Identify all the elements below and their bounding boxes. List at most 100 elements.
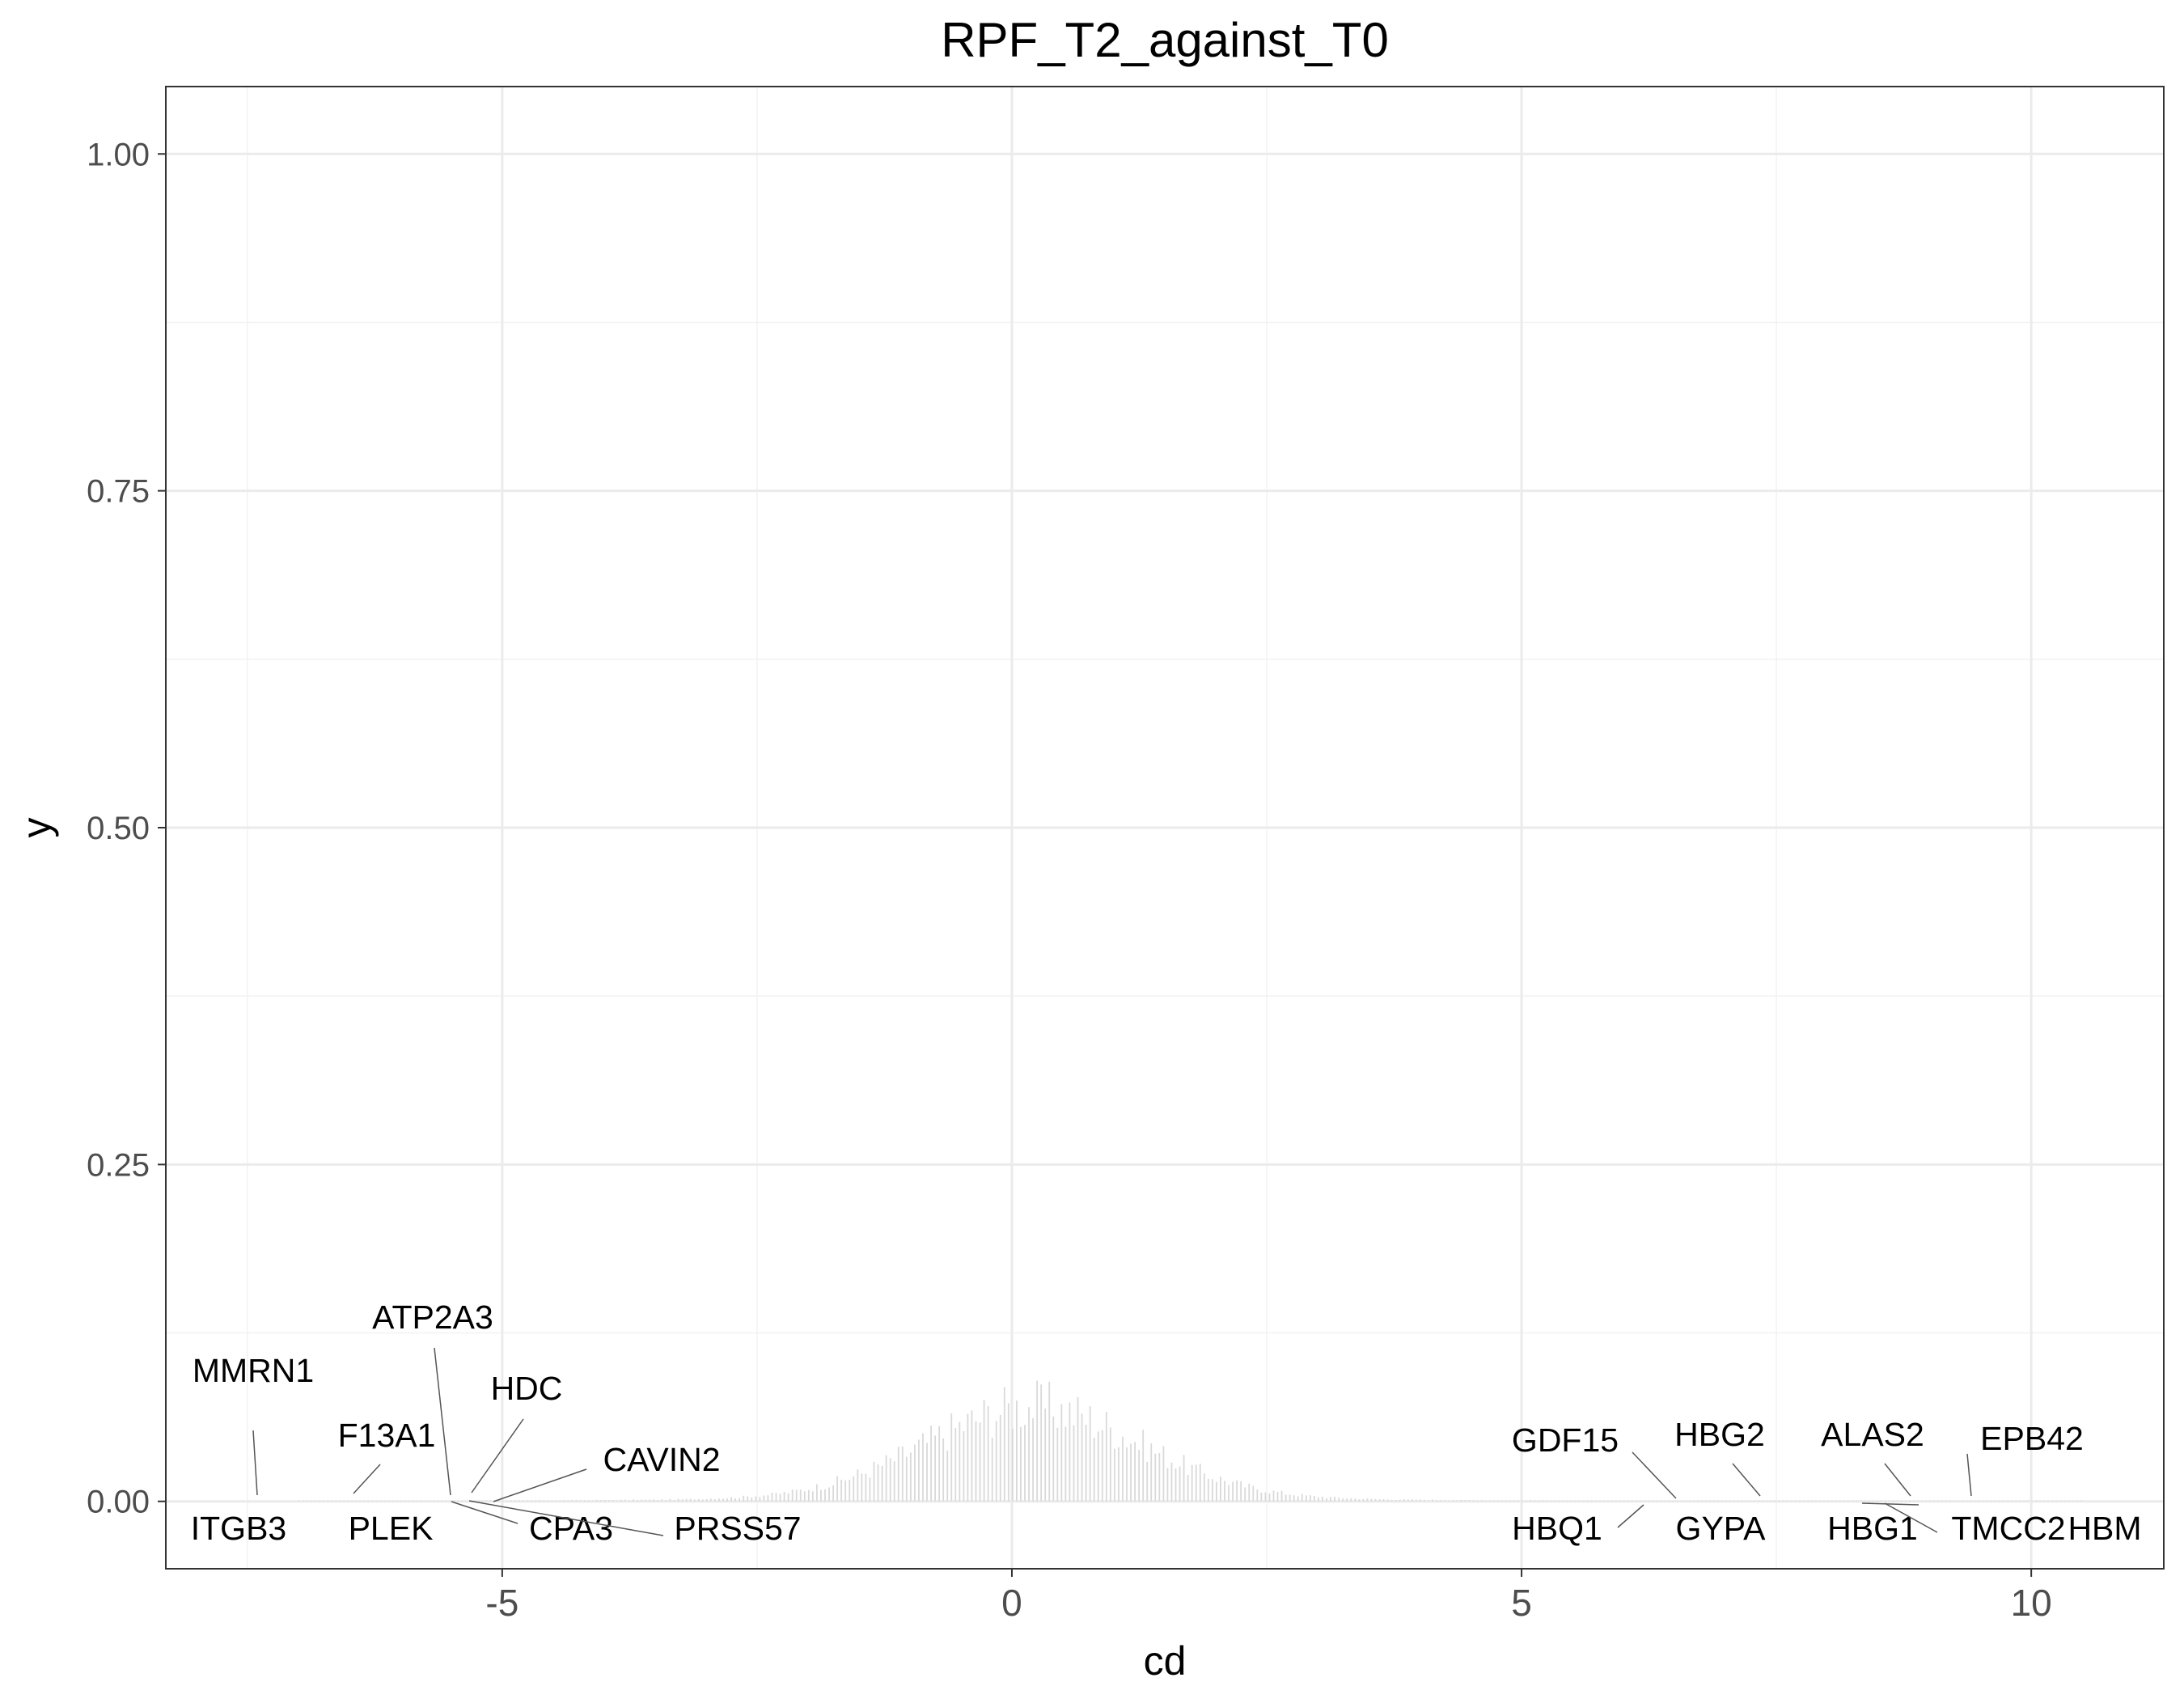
histogram-bar bbox=[747, 1496, 749, 1502]
histogram-bar bbox=[918, 1439, 920, 1502]
histogram-bar bbox=[1602, 1500, 1605, 1502]
gene-connector-line bbox=[1884, 1463, 1911, 1497]
histogram-bar bbox=[1122, 1436, 1124, 1502]
histogram-bar bbox=[425, 1500, 426, 1502]
histogram-bar bbox=[1586, 1500, 1589, 1502]
histogram-bar bbox=[437, 1500, 439, 1502]
histogram-bar bbox=[1293, 1495, 1295, 1502]
histogram-bar bbox=[1538, 1500, 1540, 1502]
histogram-bar bbox=[865, 1473, 867, 1502]
histogram-bar bbox=[551, 1500, 553, 1502]
histogram-bar bbox=[1488, 1500, 1491, 1502]
histogram-bar bbox=[1322, 1497, 1323, 1502]
histogram-bar bbox=[543, 1500, 545, 1502]
histogram-bar bbox=[771, 1492, 773, 1502]
histogram-bar bbox=[1856, 1500, 1858, 1502]
histogram-bar bbox=[1692, 1500, 1695, 1502]
histogram-bar bbox=[1220, 1477, 1221, 1502]
histogram-bar bbox=[2047, 1500, 2050, 1502]
histogram-bar bbox=[1721, 1500, 1723, 1502]
histogram-bar bbox=[1941, 1500, 1944, 1502]
histogram-bar bbox=[1509, 1500, 1511, 1502]
histogram-bar bbox=[1093, 1437, 1095, 1502]
histogram-bar bbox=[1256, 1489, 1259, 1502]
histogram-bar bbox=[1052, 1416, 1055, 1502]
histogram-bar bbox=[1073, 1425, 1075, 1502]
histogram-bar bbox=[1500, 1500, 1503, 1502]
gene-connector-line bbox=[353, 1464, 381, 1494]
histogram-bar bbox=[1170, 1462, 1173, 1502]
histogram-bar bbox=[877, 1464, 879, 1502]
histogram-bar bbox=[665, 1499, 667, 1502]
histogram-bar bbox=[1534, 1500, 1535, 1502]
histogram-bar bbox=[591, 1500, 594, 1502]
histogram-bar bbox=[310, 1500, 312, 1502]
histogram-bar bbox=[1790, 1500, 1792, 1502]
histogram-bar bbox=[575, 1500, 578, 1502]
histogram-bar bbox=[1798, 1500, 1801, 1502]
histogram-bar bbox=[995, 1421, 997, 1502]
histogram-bar bbox=[763, 1495, 765, 1502]
histogram-bar bbox=[531, 1500, 532, 1502]
gene-connector-line bbox=[493, 1468, 587, 1502]
histogram-bar bbox=[1346, 1498, 1348, 1502]
histogram-bar bbox=[1334, 1497, 1335, 1502]
histogram-bar bbox=[408, 1500, 410, 1502]
histogram-bar bbox=[963, 1431, 965, 1502]
histogram-bar bbox=[1623, 1500, 1625, 1502]
histogram-bar bbox=[669, 1498, 671, 1502]
histogram-bar bbox=[1044, 1409, 1047, 1502]
histogram-bar bbox=[359, 1500, 362, 1502]
histogram-bar bbox=[1195, 1464, 1197, 1502]
histogram-bar bbox=[1179, 1466, 1181, 1502]
histogram-bar bbox=[563, 1500, 565, 1502]
histogram-bar bbox=[909, 1452, 912, 1502]
histogram-bar bbox=[1248, 1483, 1251, 1502]
histogram-bar bbox=[1737, 1500, 1740, 1502]
histogram-bar bbox=[1835, 1500, 1838, 1502]
histogram-bar bbox=[1570, 1500, 1572, 1502]
histogram-bar bbox=[2055, 1500, 2058, 1502]
histogram-bar bbox=[383, 1500, 386, 1502]
histogram-bar bbox=[335, 1500, 336, 1502]
histogram-bar bbox=[803, 1491, 806, 1502]
histogram-bar bbox=[1305, 1495, 1307, 1502]
histogram-bar bbox=[421, 1500, 422, 1502]
gene-connector-line bbox=[1617, 1504, 1644, 1528]
histogram-bar bbox=[1191, 1464, 1193, 1502]
histogram-bar bbox=[999, 1414, 1001, 1502]
histogram-bar bbox=[1566, 1500, 1568, 1502]
histogram-bar bbox=[1786, 1500, 1788, 1502]
histogram-bar bbox=[2059, 1500, 2062, 1502]
histogram-bar bbox=[1892, 1500, 1894, 1502]
histogram-bar bbox=[465, 1500, 468, 1502]
histogram-bar bbox=[1542, 1500, 1544, 1502]
histogram-bar bbox=[828, 1487, 830, 1502]
histogram-bar bbox=[1154, 1453, 1157, 1502]
histogram-bar bbox=[343, 1500, 345, 1502]
histogram-bar bbox=[1900, 1500, 1903, 1502]
histogram-bar bbox=[1884, 1500, 1886, 1502]
histogram-bar bbox=[1468, 1500, 1471, 1502]
histogram-bar bbox=[1207, 1478, 1209, 1502]
histogram-bar bbox=[799, 1489, 802, 1502]
gene-label: HDC bbox=[491, 1370, 563, 1407]
histogram-bar bbox=[1652, 1500, 1654, 1502]
histogram-bar bbox=[1211, 1479, 1213, 1502]
histogram-bar bbox=[897, 1447, 899, 1502]
histogram-bar bbox=[355, 1500, 358, 1502]
histogram-bar bbox=[873, 1461, 875, 1502]
histogram-bar bbox=[1921, 1500, 1923, 1502]
chart-title: RPF_T2_against_T0 bbox=[941, 13, 1389, 67]
gene-label: F13A1 bbox=[338, 1417, 436, 1454]
histogram-bar bbox=[1819, 1500, 1821, 1502]
histogram-bar bbox=[1301, 1494, 1303, 1502]
histogram-bar bbox=[539, 1500, 541, 1502]
histogram-bar bbox=[1134, 1442, 1136, 1502]
histogram-bar bbox=[1069, 1402, 1071, 1502]
gene-connector-line bbox=[468, 1500, 664, 1536]
histogram-bar bbox=[1011, 1428, 1014, 1502]
histogram-bar bbox=[1725, 1500, 1727, 1502]
histogram-bar bbox=[1338, 1498, 1340, 1502]
histogram-bar bbox=[1183, 1455, 1185, 1502]
